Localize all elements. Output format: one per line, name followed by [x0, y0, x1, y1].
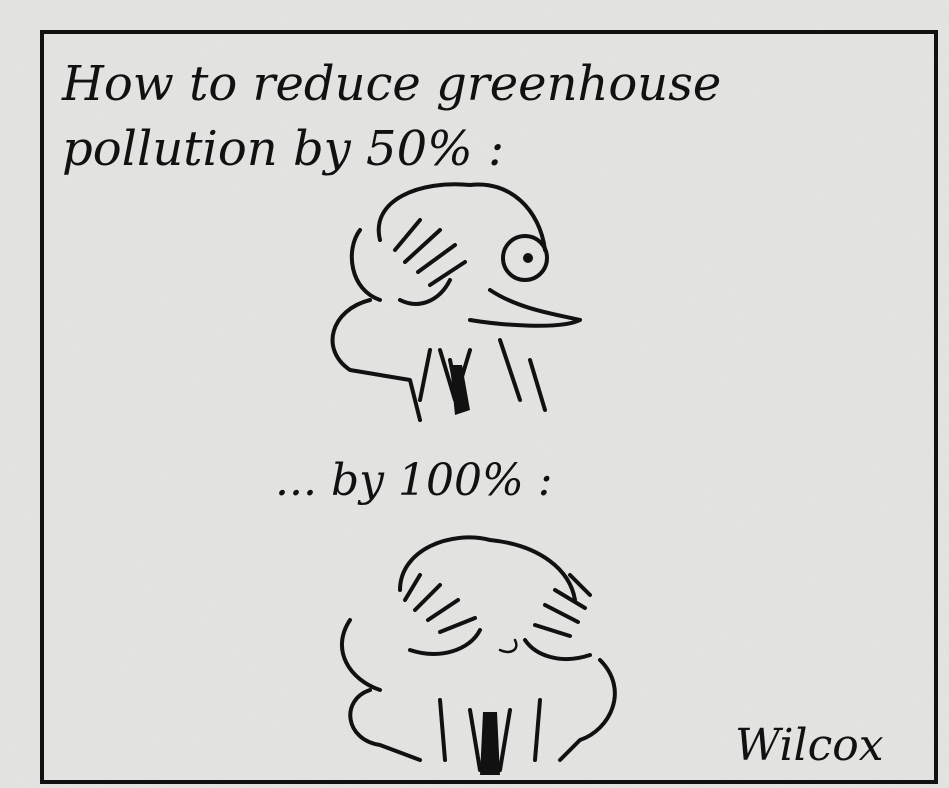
- caption-line: How to reduce greenhouse: [61, 56, 721, 112]
- caption-line: pollution by 50% :: [62, 121, 504, 177]
- signature: Wilcox: [735, 720, 884, 771]
- paper-grain: [0, 0, 949, 788]
- page: How to reduce greenhouse pollution by 50…: [0, 0, 949, 788]
- cartoon: How to reduce greenhouse pollution by 50…: [0, 0, 949, 788]
- second-caption: ... by 100% :: [275, 455, 553, 506]
